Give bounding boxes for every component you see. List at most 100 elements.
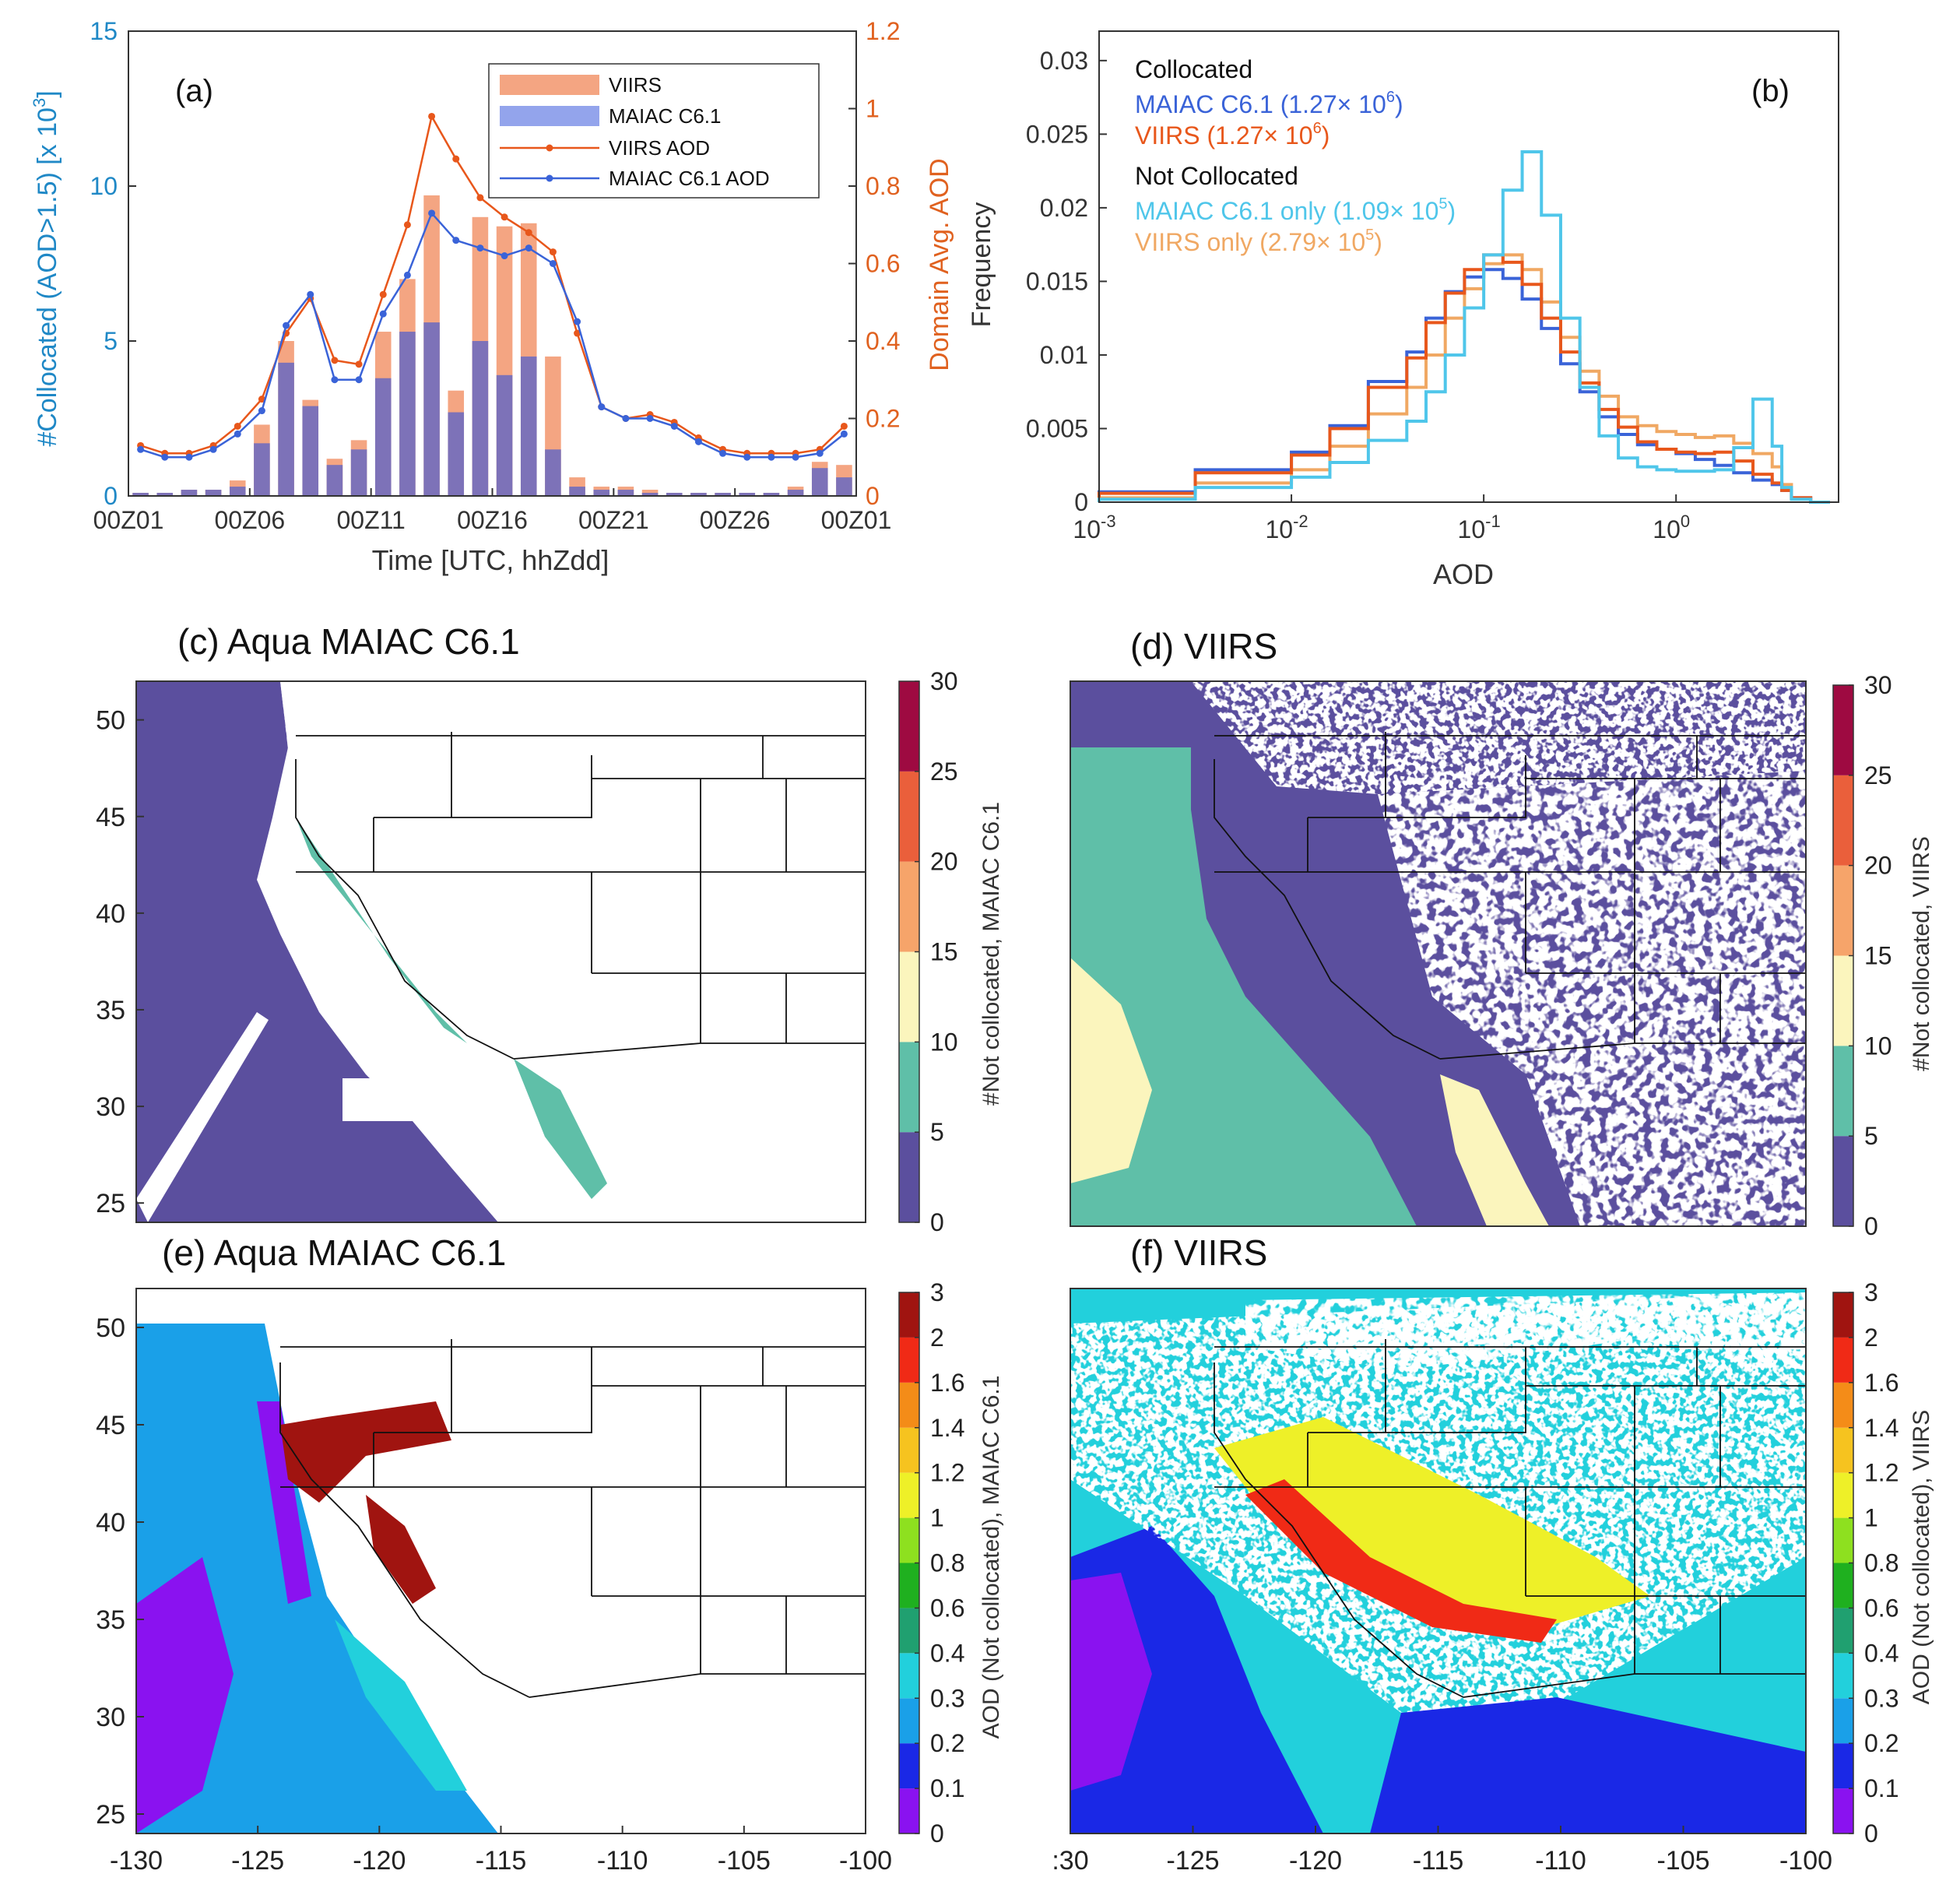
- c-borders: [295, 732, 866, 1060]
- d-borders: [1214, 732, 1806, 1060]
- map-y-tick-label: 50: [96, 1313, 125, 1343]
- colorbar-tick-label: 3: [930, 1278, 944, 1306]
- a-right-tick-label: 1.2: [866, 17, 900, 45]
- colorbar-segment: [899, 1427, 919, 1473]
- d-north-speckle: [1191, 681, 1806, 794]
- a-viirs-aod-point: [574, 329, 581, 337]
- c-colorbar-label: #Not collocated, MAIAC C6.1: [978, 802, 1004, 1106]
- colorbar-tick-label: 30: [930, 667, 958, 695]
- b-y-tick-label: 0: [1074, 488, 1088, 516]
- colorbar-tick-label: 1: [1864, 1504, 1878, 1532]
- f-title: (f) VIIRS: [1130, 1232, 1267, 1273]
- b-y-tick-label: 0.03: [1040, 47, 1088, 75]
- a-maiac-aod-point: [598, 403, 606, 411]
- a-bar-maiac: [496, 374, 513, 496]
- panel-c: (c) Aqua MAIAC C6.1 25 30 35 40 45 50 0 5 10 15 2…: [96, 621, 1004, 1236]
- colorbar-tick-label: 0.3: [930, 1684, 964, 1712]
- c-frame: [135, 680, 866, 1223]
- map-y-tick-label: 25: [96, 1189, 125, 1218]
- colorbar-segment: [899, 1132, 919, 1222]
- colorbar-tick-label: 1.6: [930, 1369, 964, 1397]
- b-x-tick-label: 10-2: [1265, 512, 1308, 543]
- map-x-tick-label: -115: [476, 1846, 527, 1876]
- f-borders: [1214, 1339, 1806, 1698]
- colorbar-segment: [1833, 955, 1853, 1046]
- a-x-tick-label: 00Z01: [821, 506, 892, 534]
- a-legend-label-maiac: MAIAC C6.1: [609, 104, 722, 128]
- f-ocean-violet: [1070, 1573, 1152, 1791]
- a-bar-maiac: [229, 487, 246, 496]
- e-smoke-red2: [366, 1495, 436, 1604]
- f-colorbar-label: AOD (Not collocated), VIIRS: [1909, 1410, 1934, 1704]
- a-viirs-aod-point: [355, 360, 363, 368]
- map-x-tick-label: -120: [1289, 1846, 1342, 1876]
- a-right-tick-label: 1: [866, 95, 880, 123]
- colorbar-tick-label: 0.8: [930, 1549, 964, 1577]
- colorbar-tick-label: 25: [1864, 761, 1892, 789]
- colorbar-segment: [1833, 1046, 1853, 1137]
- colorbar-segment: [1833, 865, 1853, 956]
- a-x-ticks: 00Z01 00Z06 00Z11 00Z16 00Z21 00Z26 00Z01: [93, 488, 892, 534]
- map-y-tick-label: 45: [96, 1411, 125, 1440]
- colorbar-tick-label: 0: [930, 1208, 944, 1236]
- colorbar-segment: [899, 951, 919, 1042]
- a-maiac-aod-point: [767, 453, 775, 461]
- b-x-tick-label: 10-1: [1458, 512, 1501, 543]
- a-viirs-aod-point: [549, 248, 557, 256]
- colorbar-segment: [1833, 1292, 1853, 1338]
- a-viirs-aod-point: [379, 290, 387, 298]
- colorbar-tick-label: 1.6: [1864, 1369, 1899, 1397]
- d-ocean-yellow: [1070, 958, 1152, 1183]
- colorbar-tick-label: 25: [930, 758, 958, 786]
- map-y-tick-label: 30: [96, 1703, 125, 1732]
- a-maiac-aod-line: [140, 211, 845, 459]
- colorbar-tick-label: 0.2: [930, 1729, 964, 1757]
- map-x-tick-label: -125: [231, 1846, 284, 1876]
- colorbar-tick-label: 1.4: [1864, 1414, 1899, 1442]
- b-legend-maiac-collocated: MAIAC C6.1 (1.27× 106): [1135, 89, 1403, 118]
- a-maiac-aod-point: [792, 453, 799, 461]
- a-bar-maiac: [205, 490, 222, 496]
- a-maiac-aod-point: [525, 244, 532, 252]
- colorbar-segment: [899, 1292, 919, 1338]
- a-bar-maiac: [302, 406, 319, 496]
- a-maiac-aod-point: [331, 376, 339, 384]
- d-colorbar: 0 5 10 15 20 25 30: [1832, 671, 1892, 1240]
- a-bar-maiac: [254, 443, 270, 496]
- colorbar-tick-label: 0: [1864, 1819, 1878, 1848]
- colorbar-tick-label: 1.2: [930, 1459, 964, 1487]
- a-right-tick-label: 0.6: [866, 250, 900, 278]
- e-borders: [279, 1339, 866, 1698]
- map-x-tick-label: -100: [1779, 1846, 1832, 1876]
- b-y-tick-label: 0.005: [1026, 414, 1088, 442]
- a-maiac-aod-point: [161, 453, 169, 461]
- a-bar-maiac: [641, 493, 659, 496]
- map-y-tick-label: 35: [96, 1605, 125, 1635]
- a-right-tick-label: 0.8: [866, 172, 900, 200]
- a-bar-maiac: [472, 341, 489, 496]
- a-legend-dot-maiac-aod: [546, 174, 553, 182]
- a-legend-label-viirs-aod: VIIRS AOD: [609, 136, 710, 160]
- f-map: [1070, 1289, 1806, 1833]
- panel-a: 0 5 10 15 0 0.2 0.4 0.6 0.8 1 1.2 00Z01 00Z06 00Z11…: [30, 17, 954, 576]
- d-ocean-green: [1070, 747, 1417, 1226]
- a-legend-swatch-maiac: [500, 106, 599, 126]
- a-x-axis-label: Time [UTC, hhZdd]: [372, 544, 609, 576]
- colorbar-segment: [899, 771, 919, 862]
- e-x-ticks: -130 -125 -120 -115 -110 -105 -100: [110, 1826, 892, 1876]
- a-x-tick-label: 00Z16: [457, 506, 528, 534]
- map-x-tick-label: -105: [1656, 1846, 1709, 1876]
- b-y-tick-label: 0.02: [1040, 194, 1088, 222]
- colorbar-segment: [899, 681, 919, 772]
- f-south-blue: [1370, 1697, 1806, 1833]
- a-maiac-aod-point: [403, 271, 411, 279]
- colorbar-segment: [899, 1743, 919, 1789]
- map-y-tick-label: 40: [96, 899, 125, 929]
- colorbar-tick-label: 20: [1864, 852, 1892, 880]
- colorbar-segment: [1833, 1563, 1853, 1608]
- a-maiac-aod-points: [137, 209, 848, 461]
- a-maiac-aod-point: [840, 430, 848, 438]
- map-y-tick-label: 35: [96, 996, 125, 1025]
- colorbar-tick-label: 0.4: [930, 1639, 964, 1667]
- colorbar-segment: [899, 1382, 919, 1428]
